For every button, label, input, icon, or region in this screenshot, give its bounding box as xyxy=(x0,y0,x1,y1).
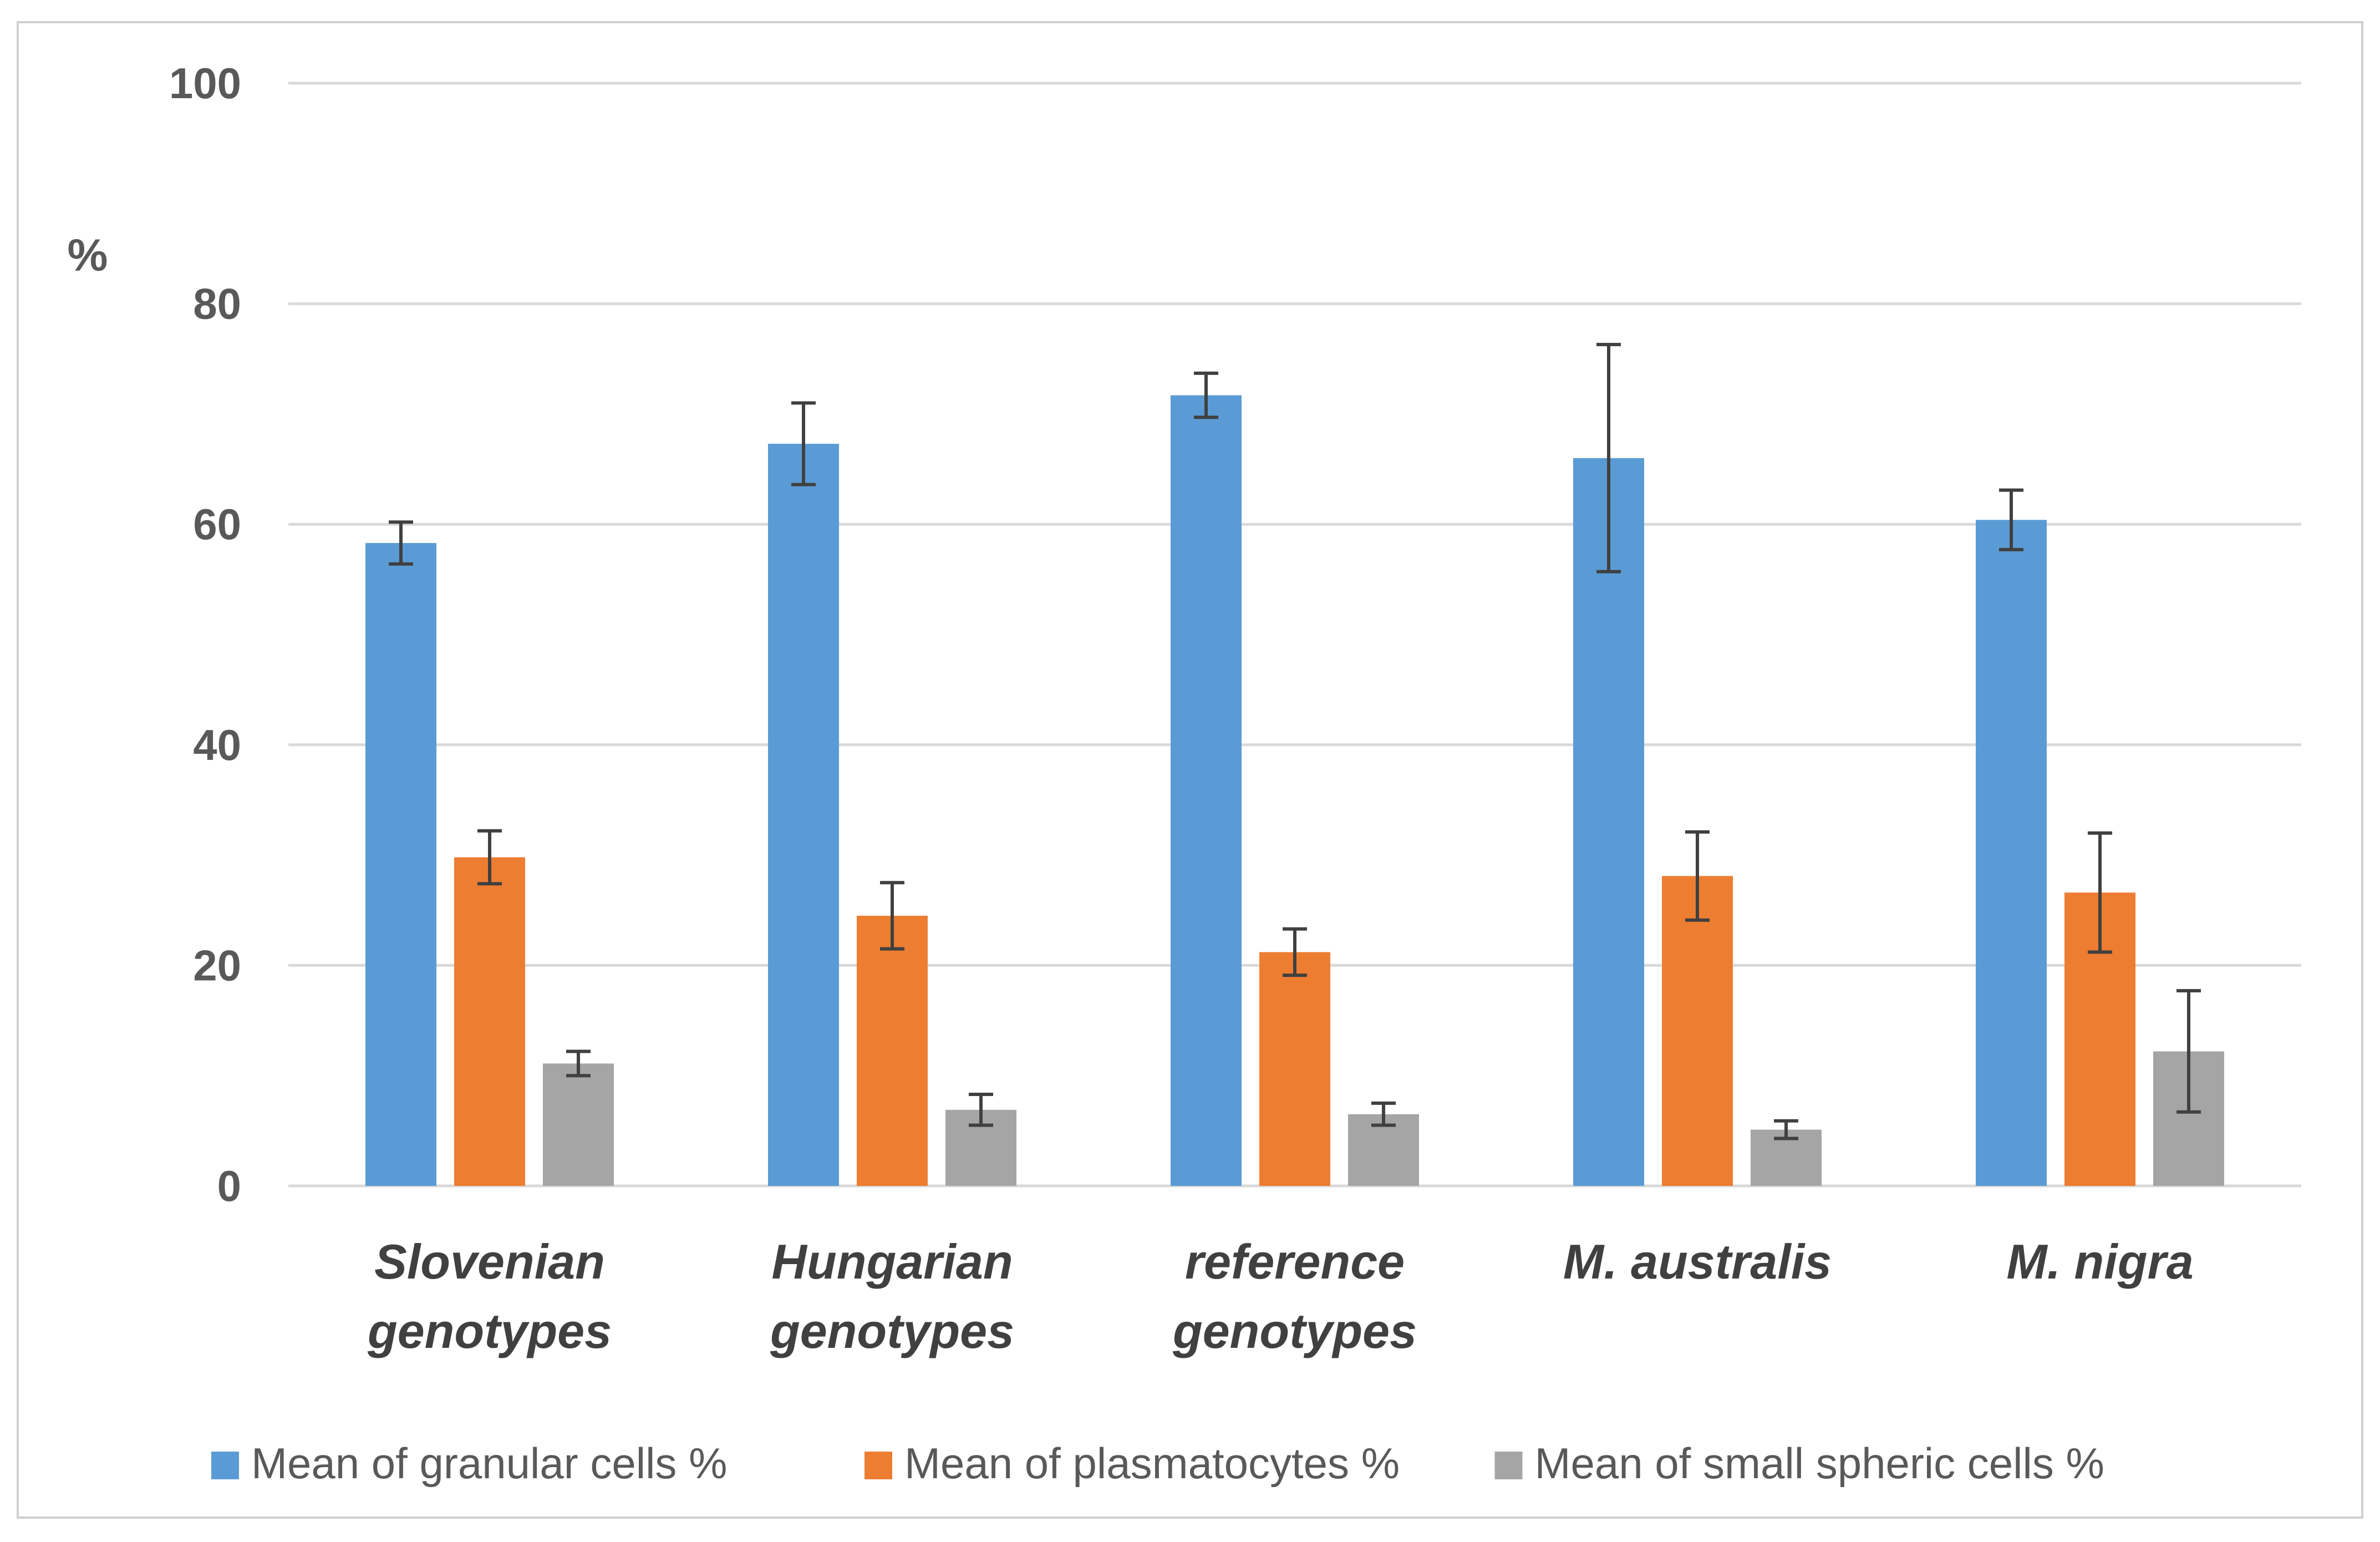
legend-swatch xyxy=(1494,1452,1523,1479)
legend-entry: Mean of granular cells % xyxy=(211,1439,727,1488)
error-bar xyxy=(1999,488,2023,551)
bar xyxy=(1259,952,1330,1186)
category-label: genotypes xyxy=(367,1303,612,1358)
error-bar xyxy=(1774,1119,1798,1140)
y-tick-label: 80 xyxy=(193,280,241,328)
category-label: genotypes xyxy=(770,1303,1014,1358)
y-tick-label: 40 xyxy=(193,721,241,769)
y-tick-label: 0 xyxy=(217,1161,241,1210)
error-bar xyxy=(791,401,816,486)
bar xyxy=(1976,520,2047,1186)
legend-label: Mean of small spheric cells % xyxy=(1535,1439,2104,1488)
gridlines xyxy=(288,82,2301,1188)
error-bar xyxy=(566,1049,591,1078)
error-bar xyxy=(1596,343,1621,574)
error-bar xyxy=(1685,830,1710,922)
error-bar xyxy=(2088,831,2112,954)
y-axis-title: % xyxy=(68,230,108,281)
category-label: reference xyxy=(1185,1234,1405,1289)
category-label: Slovenian xyxy=(374,1234,605,1289)
bar xyxy=(543,1063,614,1186)
y-axis-ticks: 0 20 40 60 80 100 xyxy=(169,59,241,1210)
bar xyxy=(1573,458,1644,1186)
bar xyxy=(1171,395,1242,1186)
legend-entry: Mean of small spheric cells % xyxy=(1494,1439,2104,1488)
error-bar xyxy=(969,1092,993,1127)
y-tick-label: 100 xyxy=(169,59,241,108)
category-label: Hungarian xyxy=(771,1234,1013,1289)
category-label: M. australis xyxy=(1563,1234,1832,1289)
bars xyxy=(365,395,2224,1186)
category-label: M. nigra xyxy=(2006,1234,2193,1289)
bar xyxy=(454,857,525,1186)
category-labels: Slovenian genotypes Hungarian genotypes refe… xyxy=(367,1234,2194,1358)
error-bar xyxy=(389,520,413,566)
bar xyxy=(365,542,436,1186)
error-bar xyxy=(1283,927,1307,977)
bar xyxy=(768,444,839,1186)
legend-label: Mean of granular cells % xyxy=(251,1439,727,1488)
error-bar xyxy=(477,829,502,886)
legend: Mean of granular cells % Mean of plasmato… xyxy=(211,1439,2104,1488)
y-tick-label: 20 xyxy=(193,941,241,990)
error-bar xyxy=(1194,371,1218,419)
error-bar xyxy=(1371,1101,1396,1127)
error-bar xyxy=(2176,989,2201,1114)
legend-swatch xyxy=(211,1452,239,1479)
bar xyxy=(857,915,928,1186)
legend-label: Mean of plasmatocytes % xyxy=(904,1439,1400,1488)
category-label: genotypes xyxy=(1172,1303,1417,1358)
error-bar xyxy=(880,881,904,951)
y-tick-label: 60 xyxy=(193,500,241,549)
error-bars xyxy=(389,343,2201,1140)
legend-swatch xyxy=(864,1452,892,1479)
bar xyxy=(1662,876,1733,1186)
legend-entry: Mean of plasmatocytes % xyxy=(864,1439,1400,1488)
